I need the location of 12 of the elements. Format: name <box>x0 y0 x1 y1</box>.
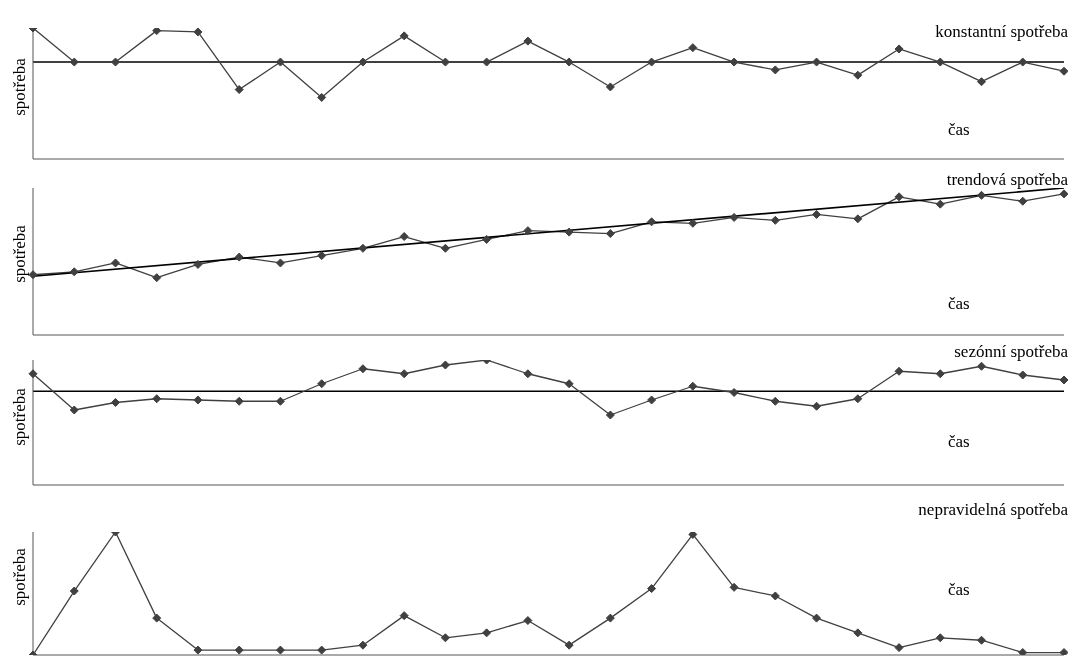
x-axis-title: čas <box>948 294 970 314</box>
y-axis-title: spotřeba <box>10 58 30 116</box>
x-axis-title: čas <box>948 580 970 600</box>
chart-title: konstantní spotřeba <box>935 22 1068 42</box>
y-axis-title: spotřeba <box>10 388 30 446</box>
chart-title: nepravidelná spotřeba <box>918 500 1068 520</box>
y-axis-title: spotřeba <box>10 225 30 283</box>
chart-title: sezónní spotřeba <box>954 342 1068 362</box>
x-axis-title: čas <box>948 120 970 140</box>
x-axis-title: čas <box>948 432 970 452</box>
chart-title: trendová spotřeba <box>946 170 1068 190</box>
y-axis-title: spotřeba <box>10 548 30 606</box>
